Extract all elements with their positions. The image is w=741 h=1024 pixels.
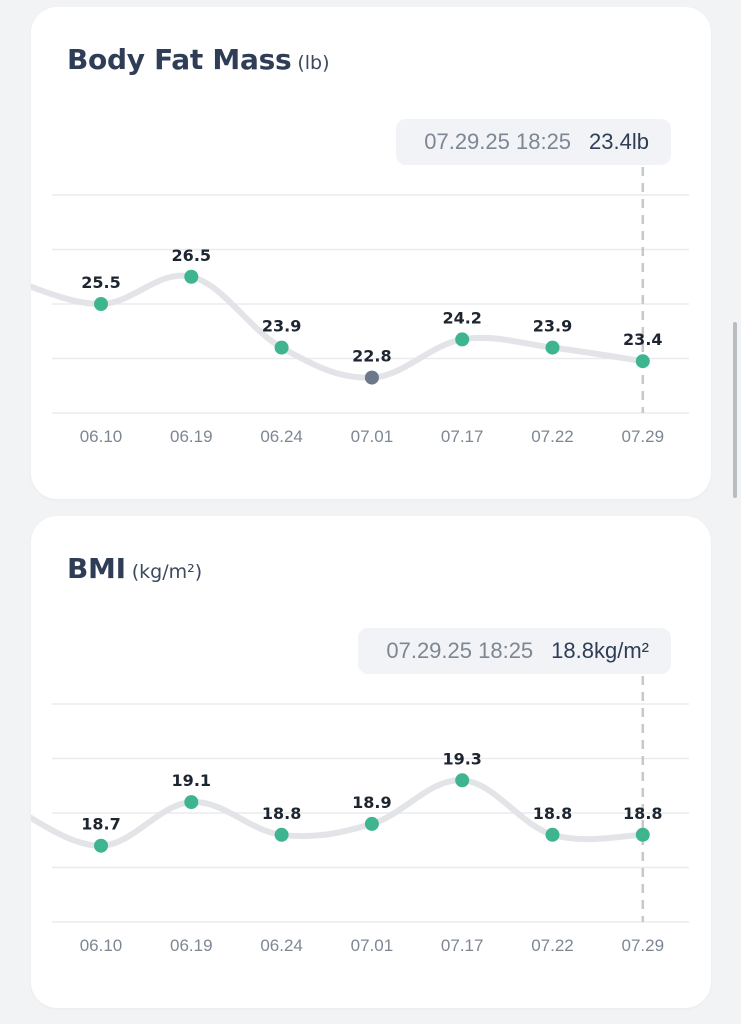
x-tick-label: 06.24: [260, 427, 303, 446]
data-point[interactable]: [94, 297, 108, 311]
x-tick-label: 06.19: [170, 427, 213, 446]
data-point[interactable]: [455, 332, 470, 347]
scrollbar[interactable]: [733, 322, 737, 498]
x-tick-label: 07.29: [622, 936, 665, 955]
data-label: 18.8: [623, 804, 662, 823]
data-point[interactable]: [455, 773, 470, 788]
x-tick-label: 06.10: [80, 936, 123, 955]
x-tick-label: 07.29: [622, 427, 665, 446]
data-label: 18.8: [262, 804, 301, 823]
data-point[interactable]: [545, 340, 560, 355]
x-tick-label: 07.01: [351, 936, 394, 955]
series-line: [31, 272, 646, 381]
data-point[interactable]: [274, 340, 289, 355]
tooltip-value: 23.4lb: [589, 129, 649, 154]
data-label: 23.9: [262, 317, 301, 336]
data-label: 25.5: [81, 273, 120, 292]
data-point[interactable]: [184, 269, 199, 284]
bmi-card: BMI (kg/m²) 18.7 19.1 18.8 18.9 19.3 18.8 18.8…: [31, 516, 711, 1008]
data-point[interactable]: [364, 370, 379, 385]
card-title: BMI (kg/m²): [67, 552, 202, 585]
tooltip-value: 18.8kg/m²: [551, 638, 649, 663]
data-label: 22.8: [352, 347, 391, 366]
chart-unit: (kg/m²): [131, 561, 203, 583]
data-point[interactable]: [94, 838, 108, 853]
data-point[interactable]: [274, 827, 289, 842]
data-point[interactable]: [635, 827, 650, 842]
card-title: Body Fat Mass (lb): [67, 43, 330, 76]
x-tick-label: 06.19: [170, 936, 213, 955]
x-tick-label: 06.24: [260, 936, 303, 955]
bmi-chart[interactable]: 18.7 19.1 18.8 18.9 19.3 18.8 18.8 06.10 06.19 06…: [31, 516, 711, 1008]
body-fat-mass-chart[interactable]: 25.5 26.5 23.9 22.8 24.2 23.9 23.4 06.10 06.19 06…: [31, 7, 711, 499]
gridlines: [52, 703, 689, 923]
data-point[interactable]: [635, 354, 650, 369]
data-label: 18.9: [352, 793, 391, 812]
x-tick-label: 06.10: [80, 427, 123, 446]
data-label: 18.7: [81, 815, 120, 834]
data-label: 23.4: [623, 330, 662, 349]
data-point[interactable]: [545, 827, 560, 842]
data-point[interactable]: [184, 795, 199, 810]
chart-title: Body Fat Mass: [67, 43, 292, 76]
data-label: 19.3: [442, 749, 481, 768]
gridlines: [52, 194, 689, 414]
chart-title: BMI: [67, 552, 126, 585]
body-fat-mass-card: Body Fat Mass (lb) 25.5 26.5 23.9 22.8 24.2 2…: [31, 7, 711, 499]
tooltip-date: 07.29.25 18:25: [386, 638, 534, 663]
x-tick-label: 07.01: [351, 427, 394, 446]
tooltip-date: 07.29.25 18:25: [424, 129, 572, 154]
data-label: 24.2: [442, 308, 481, 327]
selection-tooltip: 07.29.25 18:25 23.4lb: [396, 119, 671, 165]
data-point[interactable]: [364, 816, 379, 831]
x-tick-label: 07.22: [531, 936, 574, 955]
data-label: 26.5: [172, 246, 211, 265]
chart-unit: (lb): [297, 52, 330, 74]
selection-tooltip: 07.29.25 18:25 18.8kg/m²: [358, 628, 671, 674]
series-line: [31, 777, 646, 849]
data-label: 23.9: [533, 317, 572, 336]
x-tick-label: 07.22: [531, 427, 574, 446]
data-label: 19.1: [172, 771, 211, 790]
data-label: 18.8: [533, 804, 572, 823]
x-tick-label: 07.17: [441, 936, 484, 955]
x-tick-label: 07.17: [441, 427, 484, 446]
